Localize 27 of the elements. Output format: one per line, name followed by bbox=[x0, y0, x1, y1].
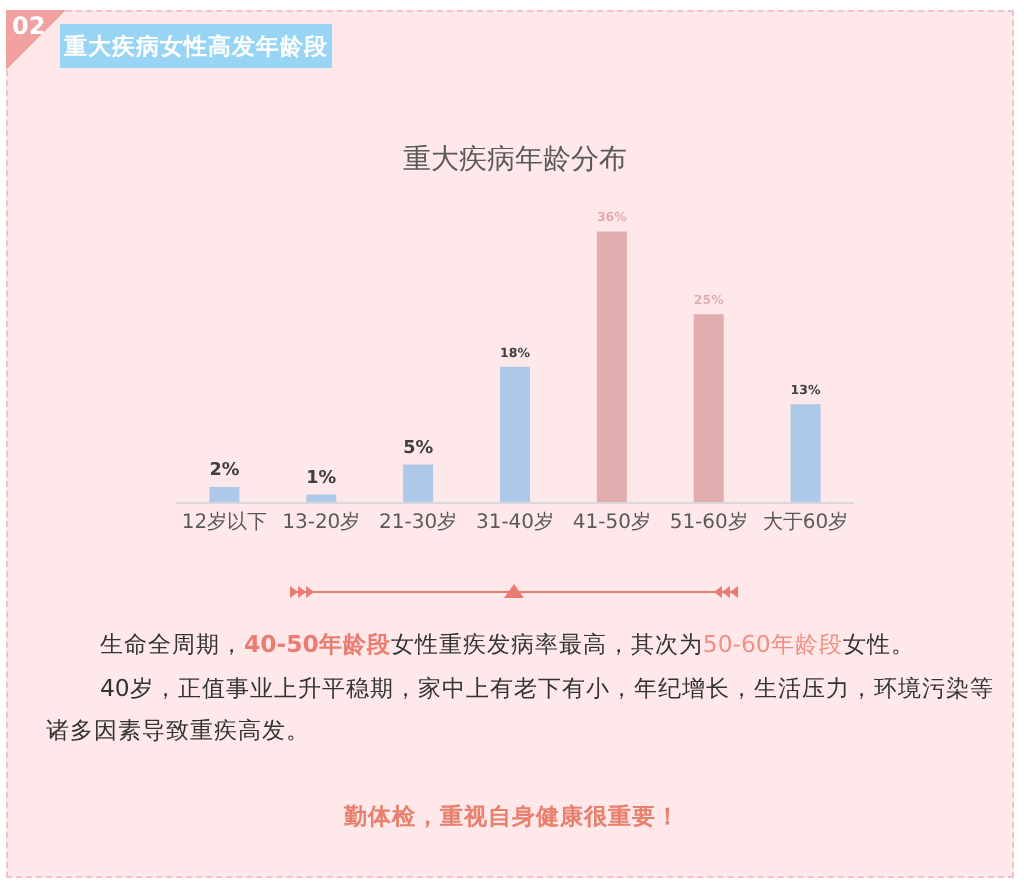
text: 40-50年龄段 bbox=[244, 630, 391, 658]
text: 50-60年龄段 bbox=[702, 630, 843, 658]
bar bbox=[209, 486, 240, 502]
text: 女性重疾发病率最高，其次为 bbox=[390, 630, 703, 658]
text: 重大疾病女性高发年龄段 bbox=[60, 24, 332, 68]
text: 女性。 bbox=[842, 630, 915, 658]
x-tick-label: 41-50岁 bbox=[572, 510, 651, 534]
bar bbox=[306, 494, 337, 502]
text: 生命全周期， bbox=[100, 630, 244, 658]
text: 02 bbox=[12, 12, 46, 40]
bar bbox=[499, 366, 531, 502]
text: 勤体检，重视自身健康很重要！ bbox=[342, 800, 682, 834]
x-tick-label: 51-60岁 bbox=[669, 510, 748, 534]
bar bbox=[790, 404, 821, 502]
x-tick-label: 31-40岁 bbox=[475, 510, 555, 534]
x-tick-label: 21-30岁 bbox=[379, 510, 458, 534]
data-label: 5% bbox=[403, 438, 434, 459]
bar bbox=[596, 231, 627, 502]
bar bbox=[693, 314, 724, 502]
x-tick-label: 12岁以下 bbox=[181, 510, 268, 534]
data-label: 2% bbox=[209, 461, 240, 482]
x-tick-label: 13-20岁 bbox=[282, 510, 361, 534]
bar bbox=[403, 464, 434, 502]
text: 40岁，正值事业上升平稳期，家中上有老下有小，年纪增长，生活压力，环境污染等诸多因素导致重疾高发。 bbox=[46, 672, 994, 748]
data-label: 1% bbox=[306, 468, 337, 489]
chart-title: 重大疾病年龄分布 bbox=[403, 143, 627, 176]
x-tick-label: 大于60岁 bbox=[762, 510, 849, 534]
